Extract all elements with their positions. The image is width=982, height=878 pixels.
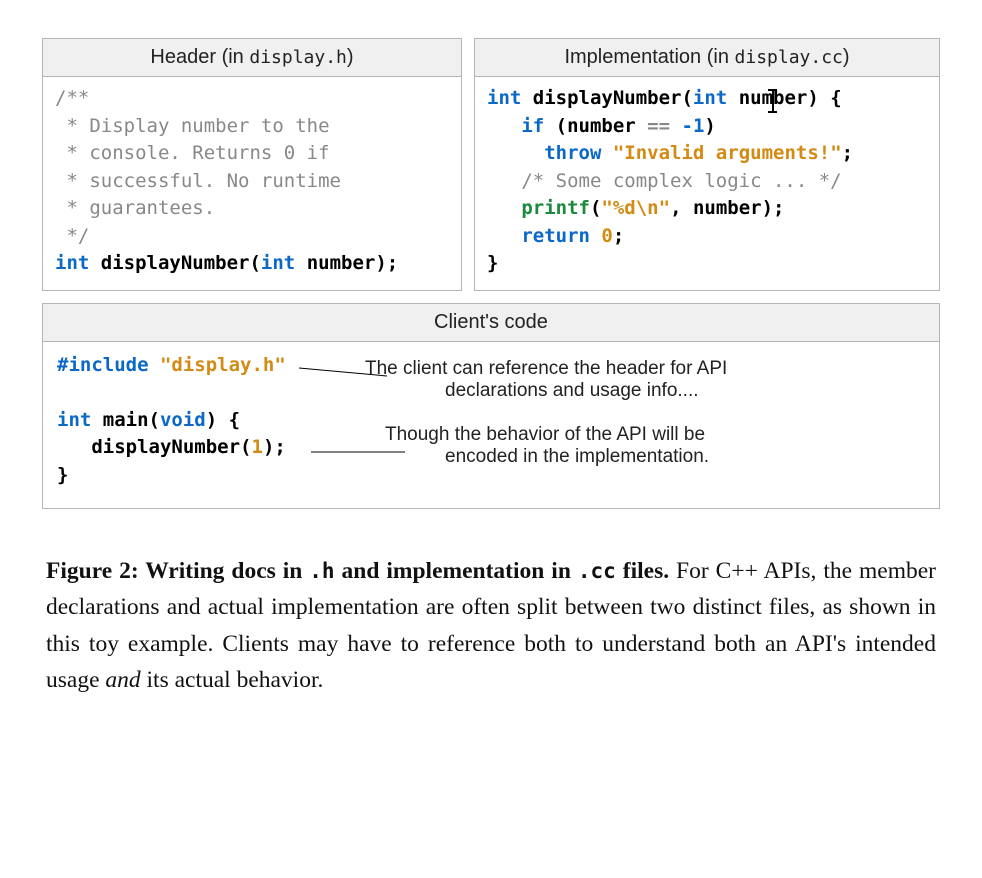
caption-lead: Figure 2: Writing docs in .h and impleme… [46,558,669,584]
caption-body-b: its actual behavior. [141,667,324,693]
code-comment: * console. Returns 0 if [55,142,330,164]
code-number: 1 [251,436,262,458]
code-comment: */ [55,225,89,247]
header-title-prefix: Header (in [150,46,249,68]
code-number: 0 [601,225,612,247]
code-string: "display.h" [160,354,286,376]
code-brace: } [487,252,498,274]
caption-lead-a: Figure 2: Writing docs in [46,558,309,584]
impl-title-prefix: Implementation (in [564,46,734,68]
header-title-filename: display.h [249,47,347,68]
code-keyword: int [487,87,521,109]
impl-title-filename: display.cc [735,47,843,68]
code-paren: ( [590,197,601,219]
code-ident: (number [544,115,647,137]
annotation-1-line-2: declarations and usage info.... [365,380,925,402]
figure-caption: Figure 2: Writing docs in .h and impleme… [42,553,940,699]
impl-code-block: int displayNumber(int number) { if (numb… [487,85,927,278]
caption-body-em: and [105,667,140,693]
code-keyword: void [160,409,206,431]
header-code-block: /** * Display number to the * console. R… [55,85,449,278]
client-code-column: #include "display.h" int main(void) { di… [57,352,357,490]
code-pad [57,436,91,458]
figure-illustration: Header (in display.h) /** * Display numb… [42,38,940,509]
client-annotations: The client can reference the header for … [357,352,925,490]
code-string: "Invalid arguments!" [613,142,842,164]
code-pad [487,225,521,247]
code-pad [487,197,521,219]
header-title-suffix: ) [347,46,354,68]
client-title-text: Client's code [434,311,548,333]
code-space [590,225,601,247]
annotation-2: Though the behavior of the API will be e… [365,424,925,468]
code-comment: * successful. No runtime [55,170,341,192]
caption-lead-mono-2: .cc [578,559,616,583]
code-semi: ; [613,225,624,247]
client-code-block: #include "display.h" int main(void) { di… [57,352,357,490]
code-comment: * guarantees. [55,197,215,219]
code-ident: , number); [670,197,784,219]
annotation-2-line-1: Though the behavior of the API will be [385,424,925,446]
client-code-panel: Client's code #include "display.h" int m… [42,303,940,509]
client-body: #include "display.h" int main(void) { di… [43,342,939,508]
impl-file-title: Implementation (in display.cc) [475,39,939,77]
code-keyword: int [57,409,91,431]
code-number: -1 [682,115,705,137]
caption-lead-b: and implementation in [335,558,578,584]
code-ident: num [727,87,773,109]
code-keyword: int [693,87,727,109]
impl-file-panel: Implementation (in display.cc) int displ… [474,38,940,291]
code-comment: /** [55,87,89,109]
code-comment: /* Some complex logic ... */ [521,170,841,192]
top-panels-row: Header (in display.h) /** * Display numb… [42,38,940,291]
code-ident: displayNumber( [521,87,693,109]
code-ident: ); [263,436,286,458]
client-title: Client's code [43,304,939,342]
code-ident: ) { [206,409,240,431]
code-space [670,115,681,137]
annotation-2-line-2: encoded in the implementation. [385,446,925,468]
code-pad [487,142,544,164]
code-pad [487,115,521,137]
code-comment: * Display number to the [55,115,330,137]
code-keyword: throw [544,142,601,164]
code-preproc: #include [57,354,149,376]
annotation-1: The client can reference the header for … [365,358,925,402]
code-ident: displayNumber( [89,252,261,274]
code-space [149,354,160,376]
header-file-body: /** * Display number to the * console. R… [43,77,461,290]
header-file-panel: Header (in display.h) /** * Display numb… [42,38,462,291]
code-function: printf [521,197,590,219]
code-keyword: return [521,225,590,247]
code-blank [57,381,68,403]
impl-file-body: int displayNumber(int number) { if (numb… [475,77,939,290]
header-file-title: Header (in display.h) [43,39,461,77]
code-brace: } [57,464,68,486]
code-pad [487,170,521,192]
impl-title-suffix: ) [843,46,850,68]
connector-lines-icon [357,352,367,362]
code-ident: number); [295,252,398,274]
code-op: == [647,115,670,137]
caption-lead-mono-1: .h [309,559,334,583]
annotation-1-line-1: The client can reference the header for … [365,358,925,380]
code-ident: ber) { [773,87,842,109]
code-ident: displayNumber( [91,436,251,458]
code-string: "%d\n" [601,197,670,219]
caption-lead-c: files. [616,558,669,584]
code-keyword: if [521,115,544,137]
code-space [601,142,612,164]
code-keyword: int [261,252,295,274]
code-keyword: int [55,252,89,274]
code-ident: ) [704,115,715,137]
code-semi: ; [842,142,853,164]
code-ident: main( [91,409,160,431]
